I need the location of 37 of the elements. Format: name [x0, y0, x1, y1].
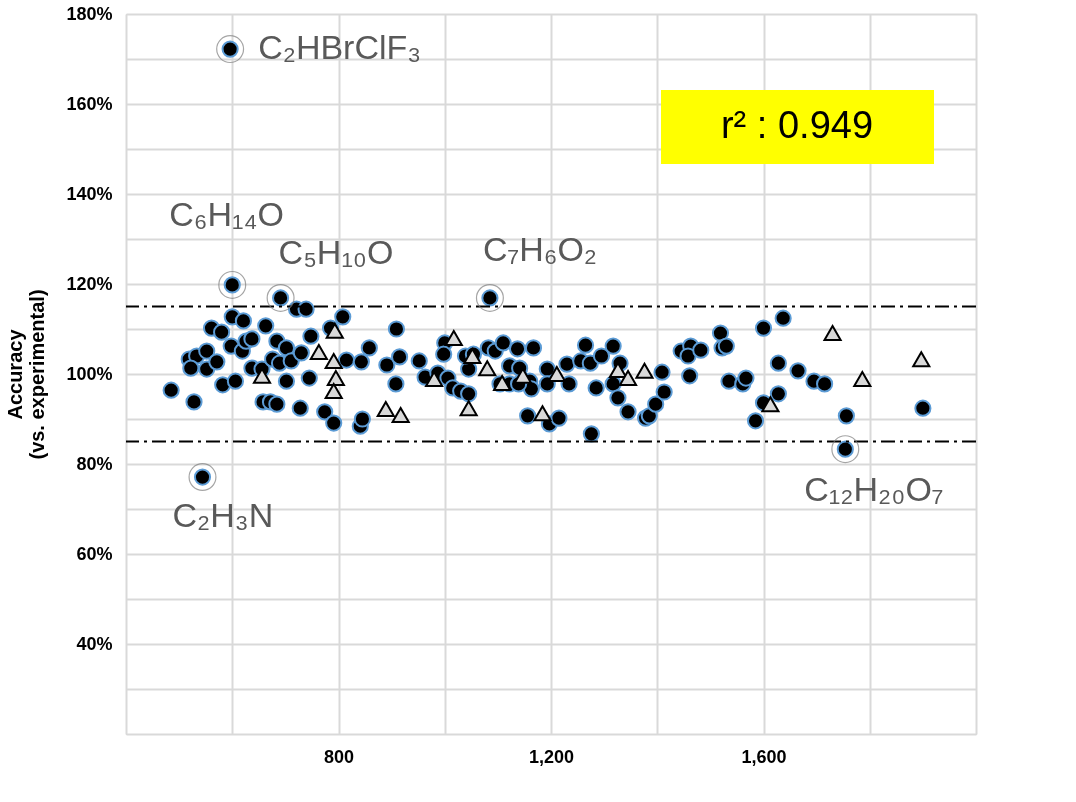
- annotation: C₂HBrClF₃: [258, 28, 422, 67]
- y-tick-label: 40%: [76, 633, 113, 654]
- annotation: C₆H₁₄O: [169, 194, 284, 233]
- y-tick-label: 100%: [66, 363, 113, 384]
- x-tick-label: 1,600: [741, 746, 787, 767]
- x-tick-label: 800: [323, 746, 355, 767]
- y-tick-label: 60%: [76, 543, 113, 564]
- y-tick-label: 180%: [66, 3, 113, 24]
- y-tick-label: 80%: [76, 453, 113, 474]
- point: [324, 352, 343, 369]
- point: [444, 330, 463, 346]
- annotation: r² : 0.949: [720, 104, 874, 146]
- point: [391, 406, 410, 423]
- point: [326, 370, 345, 387]
- annotation: C₇H₆O₂: [482, 229, 598, 268]
- point: [376, 401, 395, 418]
- point: [478, 360, 497, 377]
- x-tick-label: 1,200: [528, 746, 575, 767]
- point: [823, 325, 842, 342]
- point: [912, 351, 931, 368]
- point: [324, 383, 343, 400]
- point: [459, 400, 478, 417]
- y-tick-label: 140%: [66, 183, 113, 204]
- point: [325, 322, 344, 339]
- annotation: C₁₂H₂₀O₇: [804, 470, 944, 509]
- point: [761, 396, 780, 413]
- point: [853, 370, 872, 387]
- point: [533, 405, 552, 422]
- annotation: C₅H₁₀O: [278, 232, 394, 271]
- annotation: C₂H₃N: [172, 496, 274, 535]
- point: [547, 366, 566, 382]
- y-axis-title: Accuracy (vs. experimental): [4, 289, 49, 460]
- y-tick-label: 160%: [66, 93, 113, 114]
- point: [618, 370, 638, 387]
- point: [635, 362, 654, 379]
- y-tick-label: 120%: [66, 273, 113, 294]
- point: [309, 343, 328, 360]
